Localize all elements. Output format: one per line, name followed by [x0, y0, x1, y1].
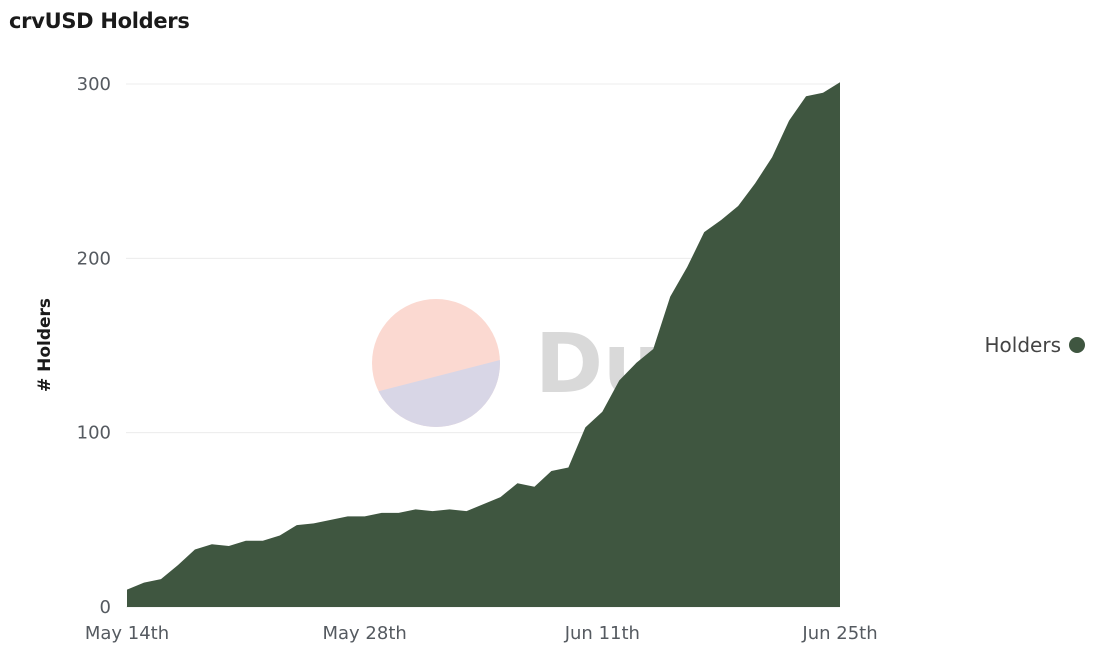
- data-point[interactable]: [397, 511, 401, 515]
- y-axis-label: # Holders: [35, 298, 55, 392]
- data-point[interactable]: [363, 514, 367, 518]
- data-point[interactable]: [482, 502, 486, 506]
- data-point[interactable]: [566, 466, 570, 470]
- data-point[interactable]: [176, 563, 180, 567]
- data-point[interactable]: [600, 410, 604, 414]
- data-point[interactable]: [821, 91, 825, 95]
- data-point[interactable]: [278, 534, 282, 538]
- data-point[interactable]: [498, 495, 502, 499]
- data-point[interactable]: [380, 511, 384, 515]
- data-point[interactable]: [736, 204, 740, 208]
- data-point[interactable]: [193, 547, 197, 551]
- data-point[interactable]: [515, 481, 519, 485]
- data-point[interactable]: [787, 119, 791, 123]
- chart-title: crvUSD Holders: [9, 9, 190, 33]
- data-point[interactable]: [244, 539, 248, 543]
- data-point[interactable]: [668, 295, 672, 299]
- legend-label: Holders: [984, 333, 1061, 357]
- y-tick-label: 0: [100, 597, 111, 618]
- data-point[interactable]: [414, 507, 418, 511]
- data-point[interactable]: [125, 588, 129, 592]
- data-point[interactable]: [804, 94, 808, 98]
- data-point[interactable]: [227, 544, 231, 548]
- data-point[interactable]: [651, 347, 655, 351]
- x-tick-label: May 14th: [85, 623, 169, 644]
- data-point[interactable]: [448, 507, 452, 511]
- data-point[interactable]: [346, 514, 350, 518]
- data-point[interactable]: [465, 509, 469, 513]
- y-tick-label: 300: [77, 74, 111, 95]
- legend-dot-icon: [1069, 337, 1085, 353]
- data-point[interactable]: [295, 523, 299, 527]
- y-axis-ticks: 0 100 200 300: [77, 74, 111, 618]
- area-series: [125, 80, 842, 608]
- data-point[interactable]: [634, 361, 638, 365]
- data-point[interactable]: [685, 265, 689, 269]
- holders-area[interactable]: [127, 82, 840, 608]
- x-axis-ticks: May 14th May 28th Jun 11th Jun 25th: [85, 623, 878, 644]
- data-point[interactable]: [549, 469, 553, 473]
- x-tick-label: May 28th: [323, 623, 407, 644]
- data-point[interactable]: [753, 181, 757, 185]
- x-tick-label: Jun 11th: [564, 623, 640, 644]
- data-point[interactable]: [617, 378, 621, 382]
- data-point[interactable]: [431, 509, 435, 513]
- x-tick-label: Jun 25th: [801, 623, 877, 644]
- data-point[interactable]: [532, 485, 536, 489]
- legend[interactable]: Holders: [985, 333, 1085, 357]
- data-point[interactable]: [329, 518, 333, 522]
- data-point[interactable]: [702, 230, 706, 234]
- data-point[interactable]: [142, 581, 146, 585]
- dune-logo-icon: [372, 299, 500, 427]
- data-point[interactable]: [312, 521, 316, 525]
- y-tick-label: 100: [77, 423, 111, 444]
- data-point[interactable]: [261, 539, 265, 543]
- data-point[interactable]: [719, 218, 723, 222]
- data-point[interactable]: [770, 155, 774, 159]
- data-point[interactable]: [838, 80, 842, 84]
- y-tick-label: 200: [77, 248, 111, 269]
- data-point[interactable]: [583, 425, 587, 429]
- data-point[interactable]: [159, 577, 163, 581]
- data-point[interactable]: [210, 542, 214, 546]
